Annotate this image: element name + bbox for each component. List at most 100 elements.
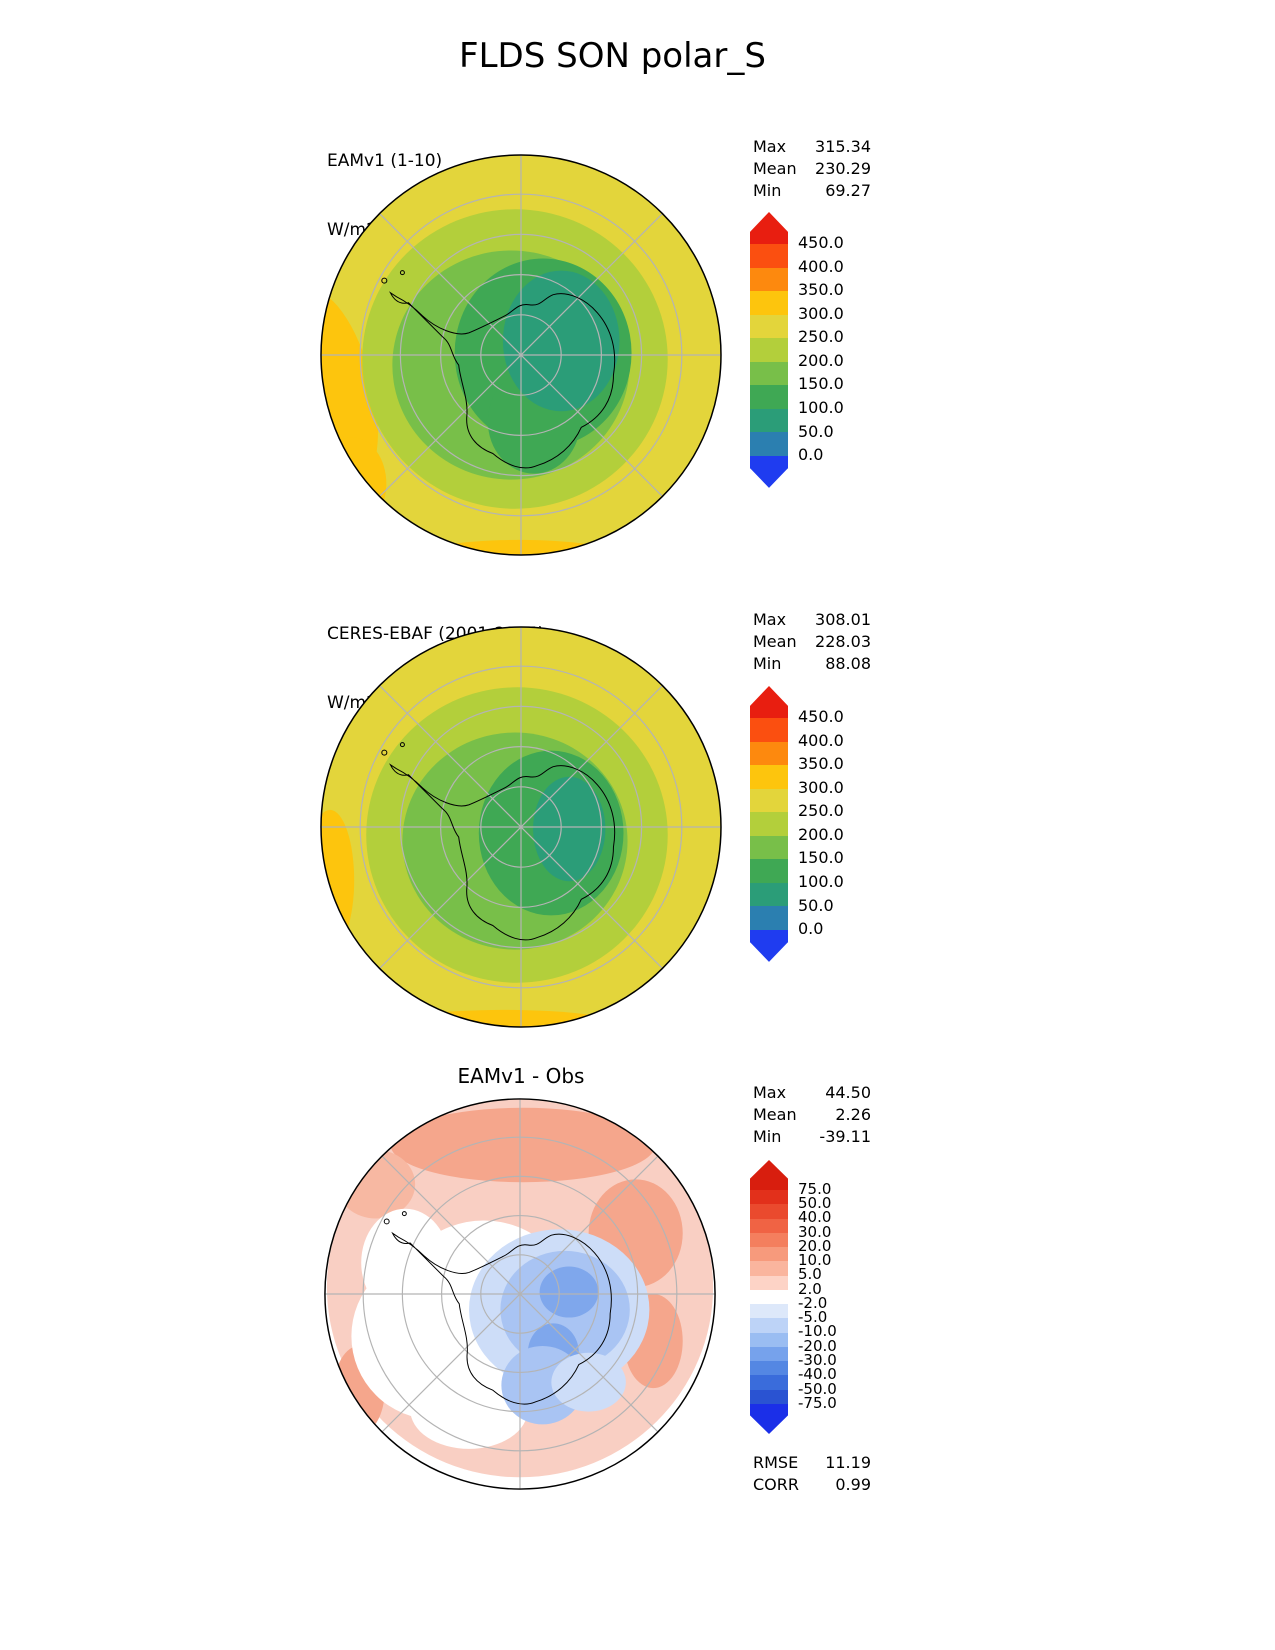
stat-value: 2.26 bbox=[835, 1105, 871, 1124]
diff-stats: Max 44.50 Mean 2.26 Min -39.11 bbox=[753, 1082, 871, 1148]
colorbar-segment bbox=[750, 1247, 788, 1262]
map-border bbox=[320, 154, 722, 556]
colorbar-segment bbox=[750, 1232, 788, 1248]
colorbar-segment bbox=[750, 741, 788, 766]
eamv1-label: EAMv1 (1-10) bbox=[327, 151, 443, 171]
stat-value: 11.19 bbox=[825, 1453, 871, 1472]
colorbar-tick-label: 450.0 bbox=[798, 233, 844, 253]
stat-row: Max 315.34 bbox=[753, 136, 871, 158]
colorbar-segment bbox=[750, 1218, 788, 1233]
colorbar-tick-label: 50.0 bbox=[798, 1194, 832, 1212]
stat-name: Min bbox=[753, 654, 782, 673]
colorbar-segment bbox=[750, 906, 788, 930]
map-border bbox=[324, 1098, 716, 1490]
colorbar-segment bbox=[750, 1289, 788, 1305]
colorbar-tick-label: 2.0 bbox=[798, 1279, 822, 1298]
diff-map-wrap bbox=[322, 1096, 718, 1496]
stat-row: Mean 230.29 bbox=[753, 158, 871, 180]
colorbar-tick-label: 150.0 bbox=[798, 848, 844, 868]
eamv1-colorbar: 450.0 400.0 350.0 300.0 250.0 200.0 150.0 100.0… bbox=[750, 212, 860, 488]
colorbar-segment bbox=[750, 1261, 788, 1276]
colorbar-arrow-top bbox=[750, 1160, 788, 1190]
colorbar-tick-label: 350.0 bbox=[798, 754, 844, 774]
colorbar-segment bbox=[750, 1318, 788, 1333]
stat-row: Min 69.27 bbox=[753, 180, 871, 202]
colorbar-segment bbox=[750, 408, 788, 433]
eamv1-stats: Max 315.34 Mean 230.29 Min 69.27 bbox=[753, 136, 871, 202]
colorbar-arrow-bottom bbox=[750, 1403, 788, 1434]
colorbar-segment bbox=[750, 1389, 788, 1404]
colorbar-tick-label: 20.0 bbox=[798, 1236, 832, 1255]
colorbar-segment bbox=[750, 765, 788, 789]
colorbar-tick-label: 100.0 bbox=[798, 871, 844, 891]
stat-row: Mean 228.03 bbox=[753, 631, 871, 653]
stat-value: 315.34 bbox=[815, 137, 871, 156]
colorbar-tick-label: 250.0 bbox=[798, 327, 844, 347]
stat-row: Max 44.50 bbox=[753, 1082, 871, 1104]
colorbar-tick-label: 350.0 bbox=[798, 280, 844, 300]
colorbar-tick-label: -50.0 bbox=[798, 1379, 837, 1398]
colorbar-segment bbox=[750, 244, 788, 268]
stat-row: CORR 0.99 bbox=[753, 1474, 871, 1496]
colorbar-tick-label: 0.0 bbox=[798, 919, 824, 938]
colorbar-tick-label: -10.0 bbox=[798, 1322, 837, 1341]
figure-title: FLDS SON polar_S bbox=[459, 36, 766, 76]
stat-row: Min -39.11 bbox=[753, 1126, 871, 1148]
eamv1-map bbox=[320, 154, 722, 556]
diff-colorbar: 75.0 50.0 40.0 30.0 20.0 10.0 5.0 2.0 -2.0 -5.0 -1… bbox=[750, 1160, 860, 1434]
colorbar-tick-label: -75.0 bbox=[798, 1393, 837, 1412]
map-border bbox=[320, 626, 722, 1028]
colorbar-tick-label: 30.0 bbox=[798, 1222, 832, 1241]
colorbar-tick-label: 75.0 bbox=[798, 1179, 832, 1198]
colorbar-segment bbox=[750, 1204, 788, 1219]
colorbar-segment bbox=[750, 267, 788, 292]
colorbar-tick-label: 200.0 bbox=[798, 350, 844, 370]
colorbar-arrow-top bbox=[750, 686, 788, 718]
stat-name: RMSE bbox=[753, 1453, 799, 1472]
colorbar-segment bbox=[750, 1361, 788, 1376]
stat-name: CORR bbox=[753, 1475, 799, 1494]
ceres-map-wrap bbox=[318, 624, 724, 1034]
colorbar-segment bbox=[750, 1275, 788, 1290]
colorbar-segment bbox=[750, 432, 788, 456]
stat-value: -39.11 bbox=[819, 1127, 871, 1146]
graticule bbox=[321, 627, 721, 1027]
stat-row: Max 308.01 bbox=[753, 609, 871, 631]
eamv1-label-block: EAMv1 (1-10) W/m2 bbox=[327, 104, 442, 288]
colorbar-tick-label: 0.0 bbox=[798, 445, 824, 464]
colorbar-segment bbox=[750, 1190, 788, 1205]
colorbar-tick-label: -20.0 bbox=[798, 1336, 837, 1355]
stat-value: 88.08 bbox=[825, 654, 871, 673]
colorbar-tick-label: 400.0 bbox=[798, 256, 844, 276]
colorbar-segment bbox=[750, 1332, 788, 1347]
stat-name: Max bbox=[753, 1083, 787, 1102]
colorbar-segment bbox=[750, 314, 788, 339]
colorbar-segment bbox=[750, 385, 788, 409]
colorbar-tick-label: 5.0 bbox=[798, 1265, 822, 1284]
stat-value: 230.29 bbox=[815, 159, 871, 178]
colorbar-segment bbox=[750, 718, 788, 742]
stat-value: 69.27 bbox=[825, 181, 871, 200]
ceres-colorbar: 450.0 400.0 350.0 300.0 250.0 200.0 150.0 100.0… bbox=[750, 686, 860, 962]
colorbar-segment bbox=[750, 291, 788, 315]
colorbar-segment bbox=[750, 361, 788, 386]
colorbar-tick-label: 150.0 bbox=[798, 374, 844, 394]
colorbar-arrow-bottom bbox=[750, 929, 788, 962]
stat-value: 44.50 bbox=[825, 1083, 871, 1102]
stat-name: Mean bbox=[753, 632, 797, 651]
stat-value: 228.03 bbox=[815, 632, 871, 651]
colorbar-segment bbox=[750, 1304, 788, 1319]
stat-name: Mean bbox=[753, 1105, 797, 1124]
colorbar-segment bbox=[750, 338, 788, 362]
colorbar-tick-label: -30.0 bbox=[798, 1350, 837, 1369]
colorbar-tick-label: 400.0 bbox=[798, 730, 844, 750]
colorbar-segment bbox=[750, 812, 788, 836]
colorbar-tick-label: 300.0 bbox=[798, 303, 844, 323]
diff-map bbox=[324, 1098, 716, 1490]
colorbar-tick-label: 450.0 bbox=[798, 707, 844, 727]
colorbar-segment bbox=[750, 835, 788, 860]
ceres-stats: Max 308.01 Mean 228.03 Min 88.08 bbox=[753, 609, 871, 675]
colorbar-segment bbox=[750, 859, 788, 883]
stat-name: Min bbox=[753, 181, 782, 200]
